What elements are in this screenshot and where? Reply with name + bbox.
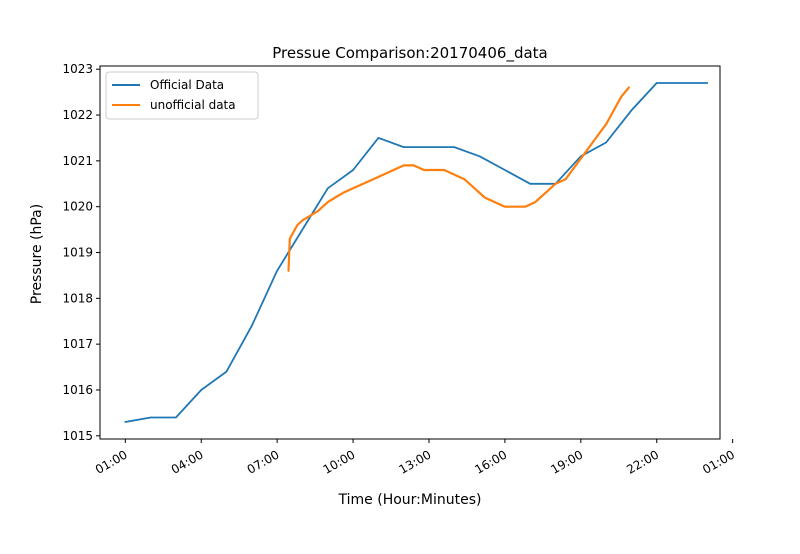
- y-tick-label: 1022: [62, 108, 93, 122]
- series-layer: [124, 82, 709, 423]
- y-axis-ticks: 1015 1016 1017 1018 1019 1020 1021 1022 1023: [62, 62, 100, 443]
- y-tick-label: 1023: [62, 62, 93, 76]
- x-tick-label: 01:00: [93, 447, 130, 476]
- chart-title: Pressue Comparison:20170406_data: [272, 44, 547, 63]
- x-tick-label: 22:00: [624, 447, 661, 476]
- series-line-0: [124, 82, 709, 423]
- legend-box: [105, 71, 259, 120]
- y-tick-label: 1017: [62, 337, 93, 351]
- y-tick-label: 1018: [62, 291, 93, 305]
- x-tick-label: 07:00: [245, 447, 282, 476]
- x-tick-label: 19:00: [548, 447, 585, 476]
- x-tick-label: 10:00: [321, 447, 358, 476]
- y-tick-label: 1016: [62, 383, 93, 397]
- y-tick-label: 1021: [62, 154, 93, 168]
- x-tick-label: 13:00: [397, 447, 434, 476]
- y-axis-label: Pressure (hPa): [29, 204, 45, 304]
- y-tick-label: 1015: [62, 429, 93, 443]
- series-line-1: [287, 86, 631, 272]
- y-tick-label: 1020: [62, 200, 93, 214]
- x-tick-label: 01:00: [700, 447, 737, 476]
- x-tick-label: 04:00: [169, 447, 206, 476]
- x-axis-label: Time (Hour:Minutes): [338, 492, 482, 508]
- y-tick-label: 1019: [62, 246, 93, 260]
- x-axis-ticks: 01:00 04:00 07:00 10:00 13:00 16:00 19:00 22:00…: [93, 439, 737, 477]
- legend-label: Official Data: [150, 78, 224, 92]
- plot-frame: [99, 65, 721, 440]
- x-tick-label: 16:00: [472, 447, 509, 476]
- legend: Official Data unofficial data: [105, 71, 259, 120]
- legend-label: unofficial data: [150, 98, 236, 112]
